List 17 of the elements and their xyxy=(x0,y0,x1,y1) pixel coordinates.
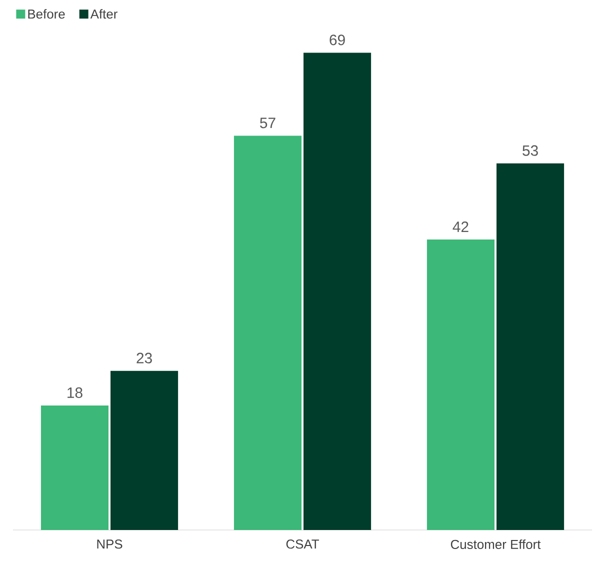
data-label: 23 xyxy=(136,352,152,364)
x-tick-label: CSAT xyxy=(286,540,319,549)
legend-label: Before xyxy=(28,9,65,19)
data-label: 18 xyxy=(68,387,82,398)
x-tick-label: NPS xyxy=(97,540,122,549)
data-label: 42 xyxy=(452,222,468,232)
data-label: 69 xyxy=(330,34,345,46)
bar xyxy=(426,239,495,530)
bar xyxy=(496,163,564,530)
bar xyxy=(234,136,302,530)
x-tick-label: Customer Effort xyxy=(450,540,541,550)
data-label: 53 xyxy=(522,145,538,156)
legend-label: After xyxy=(90,9,118,19)
bar xyxy=(110,370,178,530)
bar xyxy=(40,405,109,530)
data-label: 57 xyxy=(260,118,276,128)
bar xyxy=(304,52,372,530)
